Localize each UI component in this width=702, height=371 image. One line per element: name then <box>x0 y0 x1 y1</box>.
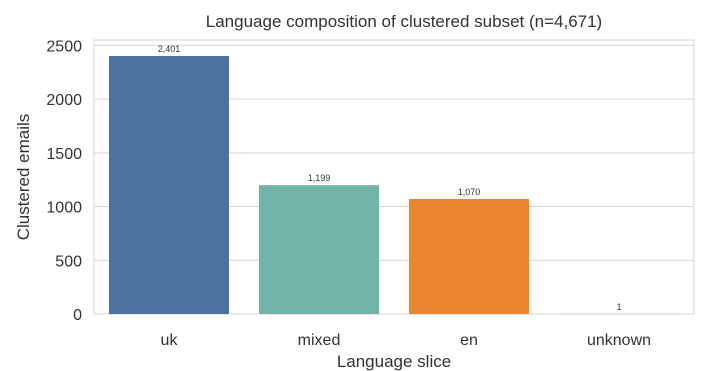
y-tick-label: 1000 <box>46 200 82 217</box>
x-tick-label: en <box>460 332 478 349</box>
bars <box>109 56 679 315</box>
y-tick-label: 2500 <box>46 38 82 55</box>
y-axis-label: Clustered emails <box>14 114 33 241</box>
y-tick-label: 2000 <box>46 92 82 109</box>
chart-title: Language composition of clustered subset… <box>206 12 602 31</box>
x-axis-ticks: uk mixed en unknown <box>161 332 651 349</box>
y-axis-ticks: 0 500 1000 1500 2000 2500 <box>46 38 82 324</box>
data-label-unknown: 1 <box>616 302 621 312</box>
data-labels: 2,401 1,199 1,070 1 <box>158 44 622 312</box>
plot-frame <box>93 39 695 315</box>
y-tick-label: 1500 <box>46 146 82 163</box>
data-label-en: 1,070 <box>458 187 481 197</box>
data-label-mixed: 1,199 <box>308 173 331 183</box>
bar-en <box>409 199 529 314</box>
y-tick-label: 500 <box>55 253 82 270</box>
y-tick-label: 0 <box>73 307 82 324</box>
x-tick-label: unknown <box>587 332 651 349</box>
data-label-uk: 2,401 <box>158 44 181 54</box>
x-axis-label: Language slice <box>337 352 451 371</box>
x-tick-label: mixed <box>298 332 341 349</box>
bar-mixed <box>259 185 379 314</box>
bar-uk <box>109 56 229 315</box>
x-tick-label: uk <box>161 332 179 349</box>
